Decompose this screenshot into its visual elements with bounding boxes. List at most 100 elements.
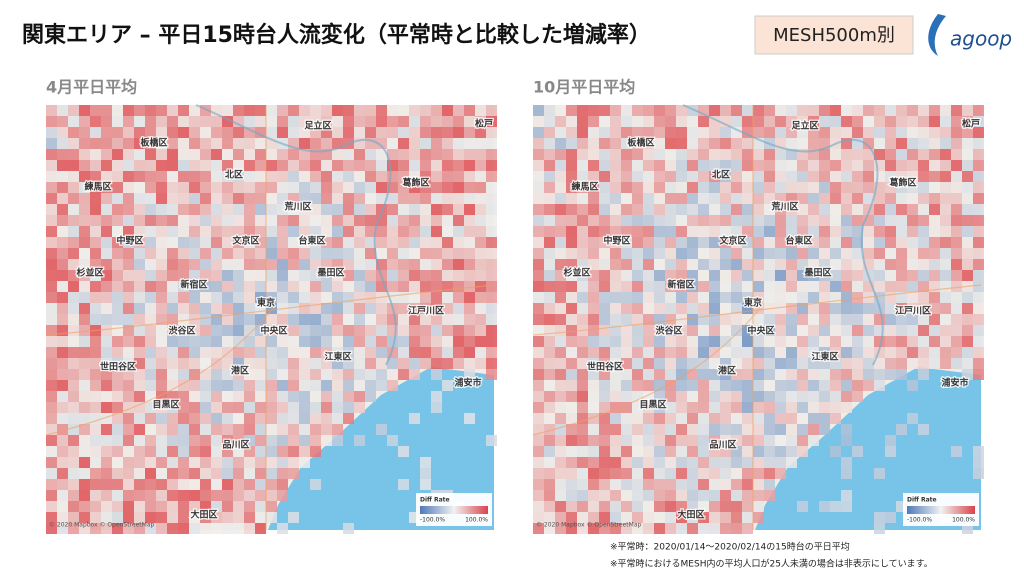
mesh-cell xyxy=(610,468,621,479)
mesh-cell xyxy=(852,226,863,237)
mesh-cell xyxy=(533,358,544,369)
ward-label: 文京区 xyxy=(718,235,746,247)
mesh-cell xyxy=(753,237,764,248)
mesh-cell xyxy=(852,292,863,303)
mesh-cell xyxy=(720,457,731,468)
mesh-cell xyxy=(742,270,753,281)
mesh-cell xyxy=(786,325,797,336)
mesh-cell xyxy=(709,314,720,325)
mesh-cell xyxy=(233,490,244,501)
mesh-cell xyxy=(588,149,599,160)
mesh-cell xyxy=(797,369,808,380)
mesh-cell xyxy=(299,292,310,303)
mesh-cell xyxy=(709,303,720,314)
mesh-cell xyxy=(211,391,222,402)
legend-bar xyxy=(420,506,488,514)
mesh-cell xyxy=(687,237,698,248)
mesh-cell xyxy=(973,116,984,127)
mesh-cell xyxy=(90,248,101,259)
mesh-cell xyxy=(332,127,343,138)
mesh-cell xyxy=(255,457,266,468)
mesh-cell xyxy=(566,413,577,424)
mesh-cell xyxy=(896,171,907,182)
mesh-cell xyxy=(962,358,973,369)
mesh-cell xyxy=(555,270,566,281)
mesh-cell xyxy=(453,248,464,259)
mesh-cell xyxy=(112,347,123,358)
mesh-cell xyxy=(288,314,299,325)
mesh-cell xyxy=(819,424,830,435)
mesh-cell xyxy=(808,303,819,314)
mesh-cell xyxy=(68,237,79,248)
mesh-cell xyxy=(134,490,145,501)
mesh-cell xyxy=(742,391,753,402)
ward-label: 港区 xyxy=(718,365,736,377)
mesh-cell xyxy=(654,424,665,435)
mesh-cell xyxy=(310,446,321,457)
mesh-cell xyxy=(610,149,621,160)
mesh-cell xyxy=(332,369,343,380)
mesh-cell xyxy=(940,314,951,325)
mesh-cell xyxy=(566,292,577,303)
mesh-cell xyxy=(475,193,486,204)
mesh-cell xyxy=(907,303,918,314)
mesh-cell xyxy=(874,160,885,171)
mesh-cell xyxy=(398,171,409,182)
mesh-cell xyxy=(376,160,387,171)
mesh-cell xyxy=(632,171,643,182)
mesh-cell xyxy=(962,325,973,336)
mesh-cell xyxy=(343,160,354,171)
mesh-cell xyxy=(167,391,178,402)
mesh-cell xyxy=(885,347,896,358)
mesh-cell xyxy=(577,402,588,413)
mesh-cell xyxy=(266,281,277,292)
mesh-cell xyxy=(112,413,123,424)
mesh-cell xyxy=(189,281,200,292)
mesh-cell xyxy=(588,138,599,149)
mesh-cell xyxy=(577,479,588,490)
mesh-cell xyxy=(222,435,233,446)
mesh-cell xyxy=(577,116,588,127)
mesh-cell xyxy=(720,116,731,127)
mesh-cell xyxy=(555,116,566,127)
mesh-cell xyxy=(830,193,841,204)
mesh-cell xyxy=(453,292,464,303)
mesh-cell xyxy=(753,468,764,479)
mesh-cell xyxy=(786,446,797,457)
mesh-cell xyxy=(654,292,665,303)
mesh-cell xyxy=(709,435,720,446)
mesh-cell xyxy=(676,182,687,193)
mesh-cell xyxy=(145,369,156,380)
mesh-cell xyxy=(244,391,255,402)
mesh-cell xyxy=(475,127,486,138)
mesh-cell xyxy=(46,259,57,270)
mesh-cell xyxy=(101,105,112,116)
mesh-cell xyxy=(951,160,962,171)
mesh-cell xyxy=(555,347,566,358)
mesh-cell xyxy=(123,105,134,116)
mesh-cell xyxy=(354,116,365,127)
mesh-cell xyxy=(233,435,244,446)
mesh-cell xyxy=(156,292,167,303)
mesh-cell xyxy=(632,380,643,391)
mesh-cell xyxy=(431,325,442,336)
mesh-cell xyxy=(68,248,79,259)
mesh-cell xyxy=(808,160,819,171)
mesh-cell xyxy=(255,523,266,534)
mesh-cell xyxy=(577,435,588,446)
mesh-cell xyxy=(698,413,709,424)
mesh-cell xyxy=(687,292,698,303)
mesh-cell xyxy=(453,160,464,171)
mesh-cell xyxy=(753,105,764,116)
ward-label: 江戸川区 xyxy=(408,305,444,317)
mesh-cell xyxy=(112,237,123,248)
mesh-cell xyxy=(464,270,475,281)
mesh-cell xyxy=(288,325,299,336)
mesh-cell xyxy=(654,336,665,347)
mesh-cell xyxy=(643,325,654,336)
mesh-cell xyxy=(621,490,632,501)
mesh-cell xyxy=(654,171,665,182)
mesh-cell xyxy=(874,237,885,248)
mesh-cell xyxy=(566,149,577,160)
mesh-cell xyxy=(841,468,852,479)
